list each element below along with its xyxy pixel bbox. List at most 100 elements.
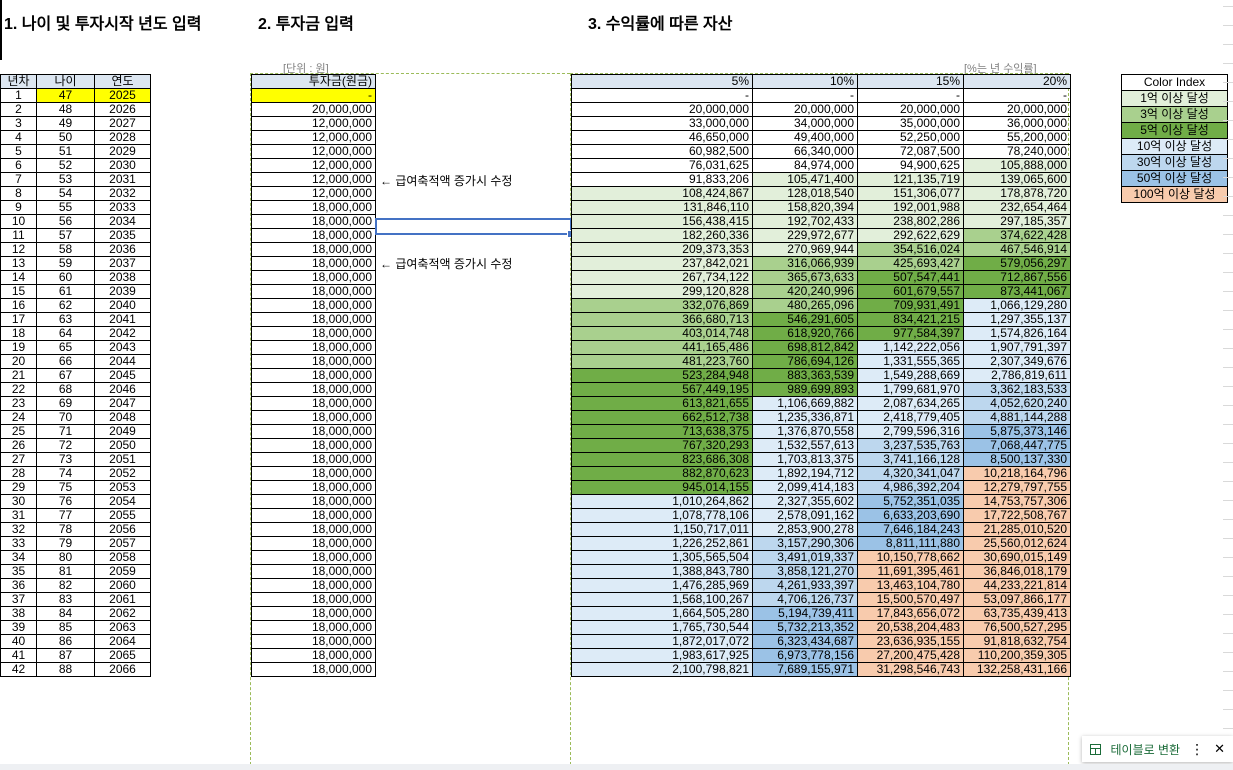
asset-cell[interactable]: 13,463,104,780 xyxy=(857,578,964,593)
asset-cell[interactable]: 425,693,427 xyxy=(857,256,964,271)
asset-cell[interactable]: 481,223,760 xyxy=(571,354,753,369)
asset-cell[interactable]: 52,250,000 xyxy=(857,130,964,145)
table-cell[interactable]: 7 xyxy=(0,172,37,187)
invest-cell[interactable]: 18,000,000 xyxy=(251,508,376,523)
table-cell[interactable]: 2055 xyxy=(94,508,151,523)
asset-cell[interactable]: 1,388,843,780 xyxy=(571,564,753,579)
asset-cell[interactable]: - xyxy=(857,88,964,103)
table-cell[interactable]: 4 xyxy=(0,130,37,145)
asset-cell[interactable]: 1,305,565,504 xyxy=(571,550,753,565)
asset-cell[interactable]: 1,331,555,365 xyxy=(857,354,964,369)
table-cell[interactable]: 2039 xyxy=(94,284,151,299)
asset-cell[interactable]: 945,014,155 xyxy=(571,480,753,495)
table-cell[interactable]: 70 xyxy=(36,410,95,425)
table-cell[interactable]: 61 xyxy=(36,284,95,299)
table-cell[interactable]: 2059 xyxy=(94,564,151,579)
asset-cell[interactable]: 23,636,935,155 xyxy=(857,634,964,649)
asset-cell[interactable]: 76,031,625 xyxy=(571,158,753,173)
more-options-icon[interactable]: ⋮ xyxy=(1190,740,1205,757)
asset-cell[interactable]: 55,200,000 xyxy=(963,130,1071,145)
table-cell[interactable]: 47 xyxy=(36,88,95,103)
table-cell[interactable]: 55 xyxy=(36,200,95,215)
asset-cell[interactable]: 94,900,625 xyxy=(857,158,964,173)
table-cell[interactable]: 2040 xyxy=(94,298,151,313)
table-cell[interactable]: 17 xyxy=(0,312,37,327)
asset-cell[interactable]: 156,438,415 xyxy=(571,214,753,229)
invest-cell[interactable]: - xyxy=(251,88,376,103)
asset-cell[interactable]: 192,702,433 xyxy=(752,214,858,229)
invest-cell[interactable]: 18,000,000 xyxy=(251,522,376,537)
asset-cell[interactable]: 30,690,015,149 xyxy=(963,550,1071,565)
asset-cell[interactable]: 5,752,351,035 xyxy=(857,494,964,509)
asset-cell[interactable]: 316,066,939 xyxy=(752,256,858,271)
invest-cell[interactable]: 12,000,000 xyxy=(251,186,376,201)
asset-cell[interactable]: 292,622,629 xyxy=(857,228,964,243)
asset-cell[interactable]: 91,833,206 xyxy=(571,172,753,187)
invest-cell[interactable]: 12,000,000 xyxy=(251,130,376,145)
asset-cell[interactable]: 4,052,620,240 xyxy=(963,396,1071,411)
invest-cell[interactable]: 18,000,000 xyxy=(251,214,376,229)
asset-cell[interactable]: 14,753,757,306 xyxy=(963,494,1071,509)
asset-cell[interactable]: 523,284,948 xyxy=(571,368,753,383)
table-cell[interactable]: 2053 xyxy=(94,480,151,495)
invest-cell[interactable]: 18,000,000 xyxy=(251,284,376,299)
asset-cell[interactable]: 20,000,000 xyxy=(752,102,858,117)
table-cell[interactable]: 28 xyxy=(0,466,37,481)
table-cell[interactable]: 86 xyxy=(36,634,95,649)
asset-cell[interactable]: 712,867,556 xyxy=(963,270,1071,285)
invest-cell[interactable]: 12,000,000 xyxy=(251,158,376,173)
asset-cell[interactable]: 15,500,570,497 xyxy=(857,592,964,607)
asset-cell[interactable]: 27,200,475,428 xyxy=(857,648,964,663)
invest-cell[interactable]: 18,000,000 xyxy=(251,424,376,439)
invest-cell[interactable]: 18,000,000 xyxy=(251,368,376,383)
asset-cell[interactable]: 3,157,290,306 xyxy=(752,536,858,551)
asset-cell[interactable]: 72,087,500 xyxy=(857,144,964,159)
table-cell[interactable]: 51 xyxy=(36,144,95,159)
invest-cell[interactable]: 18,000,000 xyxy=(251,270,376,285)
asset-cell[interactable]: 36,846,018,179 xyxy=(963,564,1071,579)
table-cell[interactable]: 64 xyxy=(36,326,95,341)
asset-cell[interactable]: 49,400,000 xyxy=(752,130,858,145)
table-cell[interactable]: 2031 xyxy=(94,172,151,187)
asset-cell[interactable]: 2,578,091,162 xyxy=(752,508,858,523)
table-cell[interactable]: 54 xyxy=(36,186,95,201)
asset-cell[interactable]: 46,650,000 xyxy=(571,130,753,145)
table-cell[interactable]: 80 xyxy=(36,550,95,565)
table-cell[interactable]: 40 xyxy=(0,634,37,649)
asset-cell[interactable]: 4,706,126,737 xyxy=(752,592,858,607)
table-cell[interactable]: 2035 xyxy=(94,228,151,243)
asset-cell[interactable]: 873,441,067 xyxy=(963,284,1071,299)
table-cell[interactable]: 26 xyxy=(0,438,37,453)
table-cell[interactable]: 2051 xyxy=(94,452,151,467)
asset-cell[interactable]: 1,297,355,137 xyxy=(963,312,1071,327)
asset-cell[interactable]: 11,691,395,461 xyxy=(857,564,964,579)
table-cell[interactable]: 6 xyxy=(0,158,37,173)
asset-cell[interactable]: 354,516,024 xyxy=(857,242,964,257)
table-cell[interactable]: 24 xyxy=(0,410,37,425)
asset-cell[interactable]: 1,142,222,056 xyxy=(857,340,964,355)
table-cell[interactable]: 2057 xyxy=(94,536,151,551)
asset-cell[interactable]: 60,982,500 xyxy=(571,144,753,159)
asset-cell[interactable]: 110,200,359,305 xyxy=(963,648,1071,663)
asset-cell[interactable]: 2,418,779,405 xyxy=(857,410,964,425)
asset-cell[interactable]: 8,500,137,330 xyxy=(963,452,1071,467)
asset-cell[interactable]: 20,000,000 xyxy=(963,102,1071,117)
invest-cell[interactable]: 18,000,000 xyxy=(251,662,376,677)
asset-cell[interactable]: 1,235,336,871 xyxy=(752,410,858,425)
asset-cell[interactable]: - xyxy=(963,88,1071,103)
invest-cell[interactable]: 20,000,000 xyxy=(251,102,376,117)
asset-cell[interactable]: 618,920,766 xyxy=(752,326,858,341)
invest-cell[interactable]: 18,000,000 xyxy=(251,200,376,215)
asset-cell[interactable]: 53,097,866,177 xyxy=(963,592,1071,607)
invest-cell[interactable]: 18,000,000 xyxy=(251,242,376,257)
table-cell[interactable]: 2060 xyxy=(94,578,151,593)
asset-cell[interactable]: 229,972,677 xyxy=(752,228,858,243)
table-cell[interactable]: 2066 xyxy=(94,662,151,677)
table-cell[interactable]: 30 xyxy=(0,494,37,509)
asset-cell[interactable]: 6,633,203,690 xyxy=(857,508,964,523)
asset-cell[interactable]: 1,226,252,861 xyxy=(571,536,753,551)
table-cell[interactable]: 66 xyxy=(36,354,95,369)
table-cell[interactable]: 13 xyxy=(0,256,37,271)
asset-cell[interactable]: 3,741,166,128 xyxy=(857,452,964,467)
table-cell[interactable]: 27 xyxy=(0,452,37,467)
